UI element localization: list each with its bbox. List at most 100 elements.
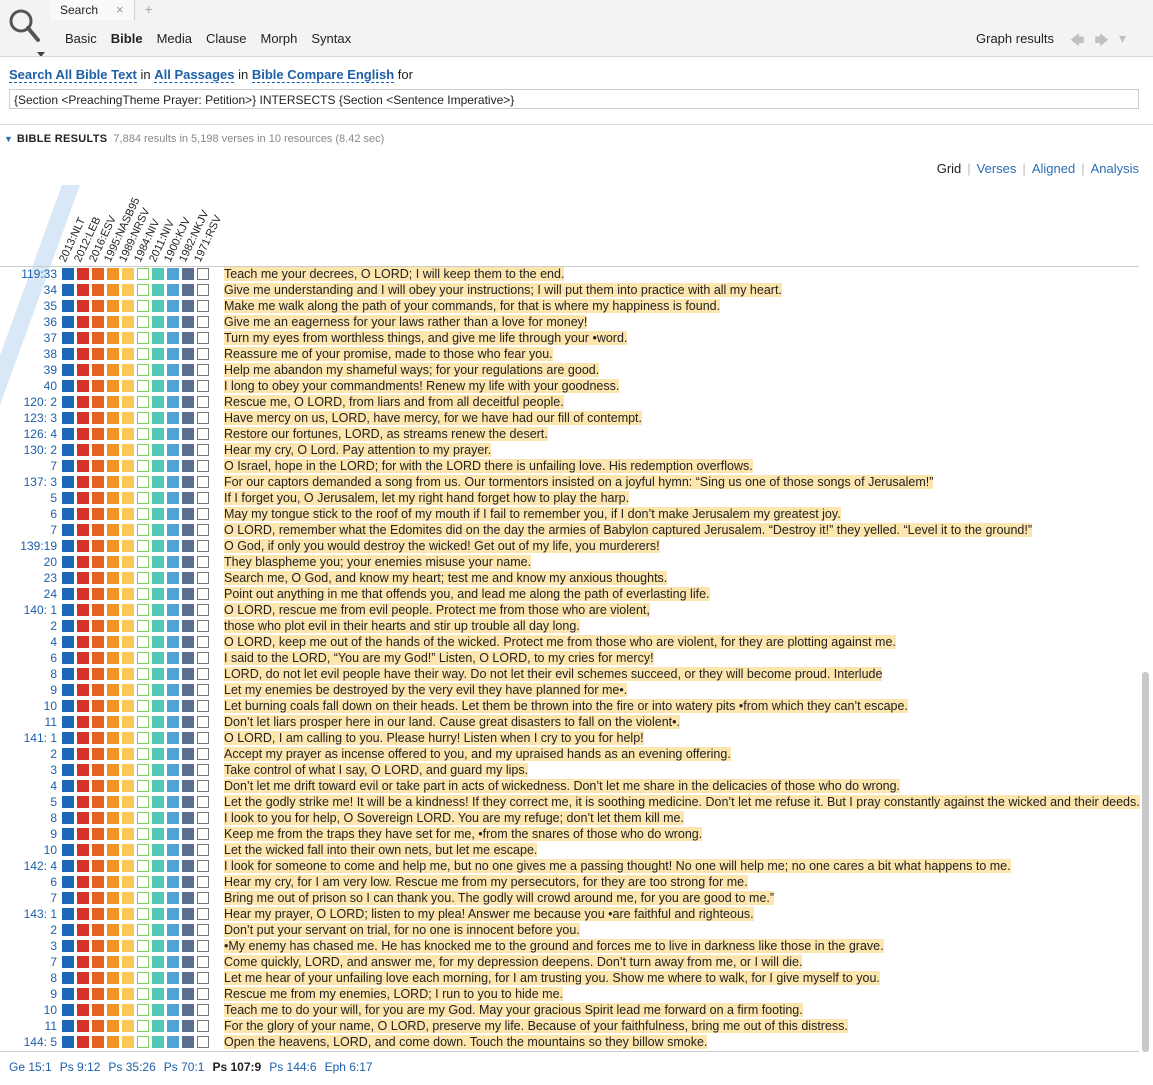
hit-cell[interactable]	[62, 924, 74, 936]
hit-cell[interactable]	[122, 540, 134, 552]
table-row[interactable]: 5 If I forget you, O Jerusalem, let my ri…	[0, 490, 1139, 506]
table-row[interactable]: 3 •My enemy has chased me. He has knocked…	[0, 938, 1139, 954]
search-icon[interactable]	[6, 6, 46, 56]
search-type-link[interactable]: Search All Bible Text	[9, 67, 137, 83]
verse-reference[interactable]: 144: 5	[23, 1035, 57, 1049]
hit-cell[interactable]	[107, 972, 119, 984]
hit-cell[interactable]	[77, 524, 89, 536]
hit-cell[interactable]	[77, 876, 89, 888]
hit-cell[interactable]	[62, 748, 74, 760]
table-row[interactable]: 20 They blaspheme you; your enemies misus…	[0, 554, 1139, 570]
hit-cell[interactable]	[107, 908, 119, 920]
hit-cell[interactable]	[62, 380, 74, 392]
hit-cell[interactable]	[152, 892, 164, 904]
hit-cell[interactable]	[197, 668, 209, 680]
hit-cell[interactable]	[77, 892, 89, 904]
hit-cell[interactable]	[62, 460, 74, 472]
hit-cell[interactable]	[77, 972, 89, 984]
hit-cell[interactable]	[197, 876, 209, 888]
table-row[interactable]: 7 Bring me out of prison so I can thank y…	[0, 890, 1139, 906]
hit-cell[interactable]	[197, 396, 209, 408]
verse-reference[interactable]: 20	[43, 555, 57, 569]
hit-cell[interactable]	[62, 428, 74, 440]
hit-cell[interactable]	[197, 588, 209, 600]
table-row[interactable]: 35 Make me walk along the path of your co…	[0, 298, 1139, 314]
hit-cell[interactable]	[197, 636, 209, 648]
table-row[interactable]: 4 O LORD, keep me out of the hands of the…	[0, 634, 1139, 650]
table-row[interactable]: 137: 3 For our captors demanded a song fr…	[0, 474, 1139, 490]
hit-cell[interactable]	[107, 412, 119, 424]
hit-cell[interactable]	[92, 460, 104, 472]
hit-cell[interactable]	[182, 460, 194, 472]
hit-cell[interactable]	[182, 684, 194, 696]
hit-cell[interactable]	[182, 844, 194, 856]
hit-cell[interactable]	[122, 780, 134, 792]
hit-cell[interactable]	[152, 604, 164, 616]
verse-reference[interactable]: 2	[50, 747, 57, 761]
hit-cell[interactable]	[152, 380, 164, 392]
hit-cell[interactable]	[167, 780, 179, 792]
hit-cell[interactable]	[107, 716, 119, 728]
mode-tab-morph[interactable]: Morph	[260, 31, 298, 46]
hit-cell[interactable]	[152, 668, 164, 680]
hit-cell[interactable]	[167, 428, 179, 440]
hit-cell[interactable]	[152, 764, 164, 776]
table-row[interactable]: 7 Come quickly, LORD, and answer me, for …	[0, 954, 1139, 970]
verse-reference[interactable]: 7	[50, 955, 57, 969]
verse-reference[interactable]: 24	[43, 587, 57, 601]
hit-cell[interactable]	[62, 588, 74, 600]
hit-cell[interactable]	[137, 748, 149, 760]
verse-reference[interactable]: 11	[44, 715, 57, 729]
verse-reference[interactable]: 2	[50, 619, 57, 633]
hit-cell[interactable]	[182, 348, 194, 360]
hit-cell[interactable]	[62, 908, 74, 920]
hit-cell[interactable]	[182, 780, 194, 792]
hit-cell[interactable]	[182, 956, 194, 968]
hit-cell[interactable]	[92, 732, 104, 744]
hit-cell[interactable]	[137, 348, 149, 360]
hit-cell[interactable]	[107, 524, 119, 536]
hit-cell[interactable]	[167, 988, 179, 1000]
hit-cell[interactable]	[62, 1020, 74, 1032]
hit-cell[interactable]	[152, 1036, 164, 1048]
hit-cell[interactable]	[122, 796, 134, 808]
table-row[interactable]: 10 Let burning coals fall down on their h…	[0, 698, 1139, 714]
hit-cell[interactable]	[122, 812, 134, 824]
hit-cell[interactable]	[182, 892, 194, 904]
hit-cell[interactable]	[122, 300, 134, 312]
hit-cell[interactable]	[152, 748, 164, 760]
hit-cell[interactable]	[197, 828, 209, 840]
hit-cell[interactable]	[122, 860, 134, 872]
favorite-link[interactable]: Eph 6:17	[324, 1060, 373, 1074]
hit-cell[interactable]	[62, 1036, 74, 1048]
table-row[interactable]: 142: 4 I look for someone to come and hel…	[0, 858, 1139, 874]
hit-cell[interactable]	[92, 844, 104, 856]
verse-reference[interactable]: 9	[50, 987, 57, 1001]
hit-cell[interactable]	[77, 396, 89, 408]
hit-cell[interactable]	[62, 876, 74, 888]
hit-cell[interactable]	[167, 412, 179, 424]
hit-cell[interactable]	[77, 908, 89, 920]
hit-cell[interactable]	[62, 860, 74, 872]
scrollbar-thumb[interactable]	[1142, 672, 1149, 1052]
hit-cell[interactable]	[92, 876, 104, 888]
hit-cell[interactable]	[62, 828, 74, 840]
hit-cell[interactable]	[122, 636, 134, 648]
table-row[interactable]: 24 Point out anything in me that offends …	[0, 586, 1139, 602]
hit-cell[interactable]	[167, 860, 179, 872]
hit-cell[interactable]	[152, 348, 164, 360]
hit-cell[interactable]	[152, 620, 164, 632]
hit-cell[interactable]	[167, 1036, 179, 1048]
hit-cell[interactable]	[107, 268, 119, 280]
hit-cell[interactable]	[137, 284, 149, 296]
hit-cell[interactable]	[197, 780, 209, 792]
hit-cell[interactable]	[107, 332, 119, 344]
hit-cell[interactable]	[167, 1004, 179, 1016]
chevron-down-icon[interactable]: ▾	[1118, 30, 1126, 46]
table-row[interactable]: 141: 1 O LORD, I am calling to you. Pleas…	[0, 730, 1139, 746]
hit-cell[interactable]	[197, 652, 209, 664]
hit-cell[interactable]	[167, 940, 179, 952]
hit-cell[interactable]	[77, 1020, 89, 1032]
hit-cell[interactable]	[182, 764, 194, 776]
hit-cell[interactable]	[167, 556, 179, 568]
